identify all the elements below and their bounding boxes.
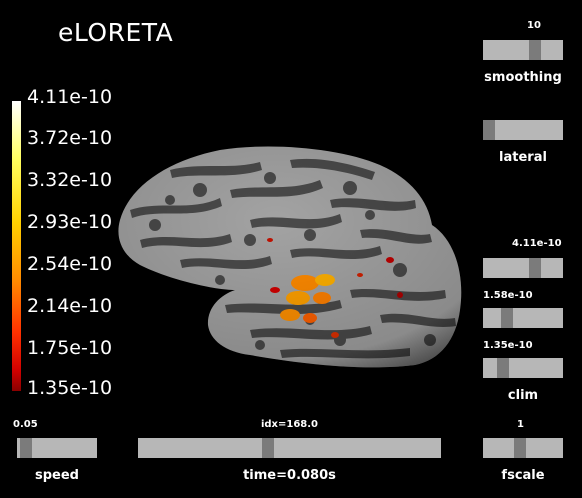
lateral-slider-handle[interactable] — [483, 120, 495, 140]
clim-mid-value: 1.58e-10 — [483, 290, 533, 301]
clim-min-value: 1.35e-10 — [483, 340, 533, 351]
time-slider[interactable] — [138, 438, 441, 458]
clim-max-value: 4.11e-10 — [512, 238, 562, 249]
colorbar-label: 2.14e-10 — [27, 295, 113, 317]
clim-mid-slider[interactable] — [483, 308, 563, 328]
lateral-slider[interactable] — [483, 120, 563, 140]
speed-label: speed — [35, 468, 79, 483]
lateral-label: lateral — [499, 150, 547, 165]
colorbar-label-min: 1.35e-10 — [27, 377, 113, 399]
colorbar-label: 3.32e-10 — [27, 169, 113, 191]
speed-slider-handle[interactable] — [20, 438, 32, 458]
view-title: eLORETA — [58, 18, 174, 47]
colorbar-label: 2.54e-10 — [27, 253, 113, 275]
smoothing-slider-handle[interactable] — [529, 40, 541, 60]
colorbar-label: 1.75e-10 — [27, 337, 113, 359]
fscale-value: 1 — [517, 419, 524, 430]
fscale-slider-handle[interactable] — [514, 438, 526, 458]
brain-surface-render — [118, 146, 462, 368]
smoothing-label: smoothing — [484, 70, 562, 85]
clim-max-slider[interactable] — [483, 258, 563, 278]
speed-value: 0.05 — [13, 419, 38, 430]
colorbar-label: 2.93e-10 — [27, 211, 113, 233]
fscale-slider[interactable] — [483, 438, 563, 458]
fscale-label: fscale — [501, 468, 545, 483]
time-label: time=0.080s — [243, 468, 336, 483]
clim-mid-slider-handle[interactable] — [501, 308, 513, 328]
speed-slider[interactable] — [17, 438, 97, 458]
smoothing-slider[interactable] — [483, 40, 563, 60]
time-index-value: idx=168.0 — [260, 419, 319, 430]
smoothing-value: 10 — [527, 20, 541, 31]
colorbar-label-max: 4.11e-10 — [27, 86, 113, 108]
colorbar-label: 3.72e-10 — [27, 127, 113, 149]
brain-surface[interactable] — [110, 140, 480, 370]
clim-min-slider[interactable] — [483, 358, 563, 378]
clim-label: clim — [507, 388, 539, 403]
clim-min-slider-handle[interactable] — [497, 358, 509, 378]
clim-max-slider-handle[interactable] — [529, 258, 541, 278]
time-slider-handle[interactable] — [262, 438, 274, 458]
colorbar — [12, 101, 21, 391]
